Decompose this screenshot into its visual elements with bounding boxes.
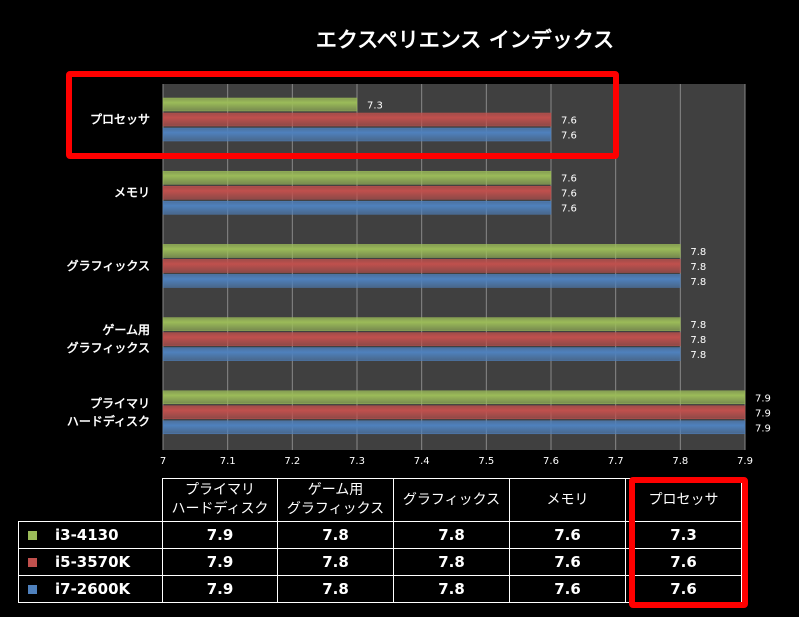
bar-i7-2600K <box>162 274 681 288</box>
x-tick-label: 7.1 <box>220 456 236 467</box>
category-label: グラフィックス <box>67 258 150 273</box>
cell: 7.8 <box>277 548 394 576</box>
category-label-line: メモリ <box>114 186 150 200</box>
highlight-processor-column <box>629 477 748 608</box>
col-header: プライマリ ハードディスク <box>162 478 278 522</box>
category-label: ゲーム用グラフィックス <box>67 322 150 355</box>
cell: 7.6 <box>509 521 626 549</box>
legend-swatch <box>28 531 37 540</box>
data-label: 7.3 <box>367 101 383 112</box>
cell: 7.9 <box>162 575 278 603</box>
data-label: 7.8 <box>690 350 706 361</box>
x-tick-label: 7.4 <box>414 456 430 467</box>
table-header-row: プライマリ ハードディスク ゲーム用 グラフィックス グラフィックス メモリ プロセ… <box>18 478 742 522</box>
legend-swatch <box>28 558 37 567</box>
cell: 7.6 <box>509 575 626 603</box>
data-label: 7.8 <box>690 247 706 258</box>
cell: 7.8 <box>393 548 510 576</box>
data-label: 7.8 <box>690 335 706 346</box>
data-label: 7.9 <box>755 393 771 404</box>
data-table: プライマリ ハードディスク ゲーム用 グラフィックス グラフィックス メモリ プロセ… <box>18 478 742 603</box>
table-row: i7-2600K 7.9 7.8 7.8 7.6 7.6 <box>18 575 742 603</box>
data-label: 7.6 <box>561 131 577 142</box>
x-tick-label: 7.9 <box>737 456 753 467</box>
highlight-processor-bars <box>66 71 619 159</box>
cell: 7.8 <box>277 521 394 549</box>
cell: 7.8 <box>393 575 510 603</box>
data-label: 7.6 <box>561 174 577 185</box>
data-label: 7.9 <box>755 408 771 419</box>
x-tick-label: 7.6 <box>543 456 559 467</box>
data-label: 7.6 <box>561 116 577 127</box>
table-row: i5-3570K 7.9 7.8 7.8 7.6 7.6 <box>18 548 742 576</box>
data-label: 7.8 <box>690 262 706 273</box>
bar-i3-4130 <box>162 317 681 331</box>
category-label: プライマリハードディスク <box>67 395 150 428</box>
x-tick-label: 7 <box>160 456 166 467</box>
category-label-line: ゲーム用 <box>102 322 150 337</box>
row-label: i7-2600K <box>18 575 163 603</box>
category-label-line: ハードディスク <box>67 413 150 428</box>
bar-i3-4130 <box>162 170 552 185</box>
cell: 7.9 <box>162 521 278 549</box>
col-header: ゲーム用 グラフィックス <box>277 478 394 522</box>
bar-i7-2600K <box>162 127 552 142</box>
category-label-line: グラフィックス <box>67 340 150 355</box>
row-label: i5-3570K <box>18 548 163 576</box>
data-label: 7.8 <box>690 277 706 288</box>
col-header: グラフィックス <box>393 478 510 522</box>
bar-i7-2600K <box>162 347 681 361</box>
x-tick-label: 7.7 <box>608 456 624 467</box>
cell: 7.6 <box>509 548 626 576</box>
bar-i3-4130 <box>162 97 358 112</box>
bar-i3-4130 <box>162 244 681 258</box>
bar-i5-3570K <box>162 405 746 420</box>
bar-i5-3570K <box>162 185 552 200</box>
bar-i5-3570K <box>162 112 552 127</box>
bar-i5-3570K <box>162 332 681 346</box>
x-tick-label: 7.3 <box>349 456 365 467</box>
data-label: 7.6 <box>561 189 577 200</box>
x-tick-label: 7.8 <box>672 456 688 467</box>
category-label-line: プライマリ <box>90 395 150 410</box>
category-label-line: プロセッサ <box>90 112 150 127</box>
data-label: 7.6 <box>561 204 577 215</box>
data-label: 7.9 <box>755 423 771 434</box>
category-label: メモリ <box>114 186 150 200</box>
cell: 7.8 <box>393 521 510 549</box>
col-header: メモリ <box>509 478 626 522</box>
x-tick-label: 7.2 <box>284 456 300 467</box>
category-label: プロセッサ <box>90 112 150 127</box>
bar-i5-3570K <box>162 259 681 273</box>
bar-i7-2600K <box>162 200 552 215</box>
category-label-line: グラフィックス <box>67 258 150 273</box>
cell: 7.9 <box>162 548 278 576</box>
table-row: i3-4130 7.9 7.8 7.8 7.6 7.3 <box>18 521 742 549</box>
cell: 7.8 <box>277 575 394 603</box>
table-corner <box>18 478 163 522</box>
legend-swatch <box>28 585 37 594</box>
data-label: 7.8 <box>690 320 706 331</box>
bar-i3-4130 <box>162 390 746 405</box>
x-tick-label: 7.5 <box>478 456 494 467</box>
cell: 7.3 <box>625 521 742 549</box>
row-label: i3-4130 <box>18 521 163 549</box>
bar-i7-2600K <box>162 420 746 435</box>
chart-title: エクスペリエンス インデックス <box>315 28 615 52</box>
bar-chart: 7 7.1 7.2 7.3 7.4 7.5 7.6 7.7 7.8 7.9 プロセッサ 7.3 7.6 7… <box>67 84 771 467</box>
